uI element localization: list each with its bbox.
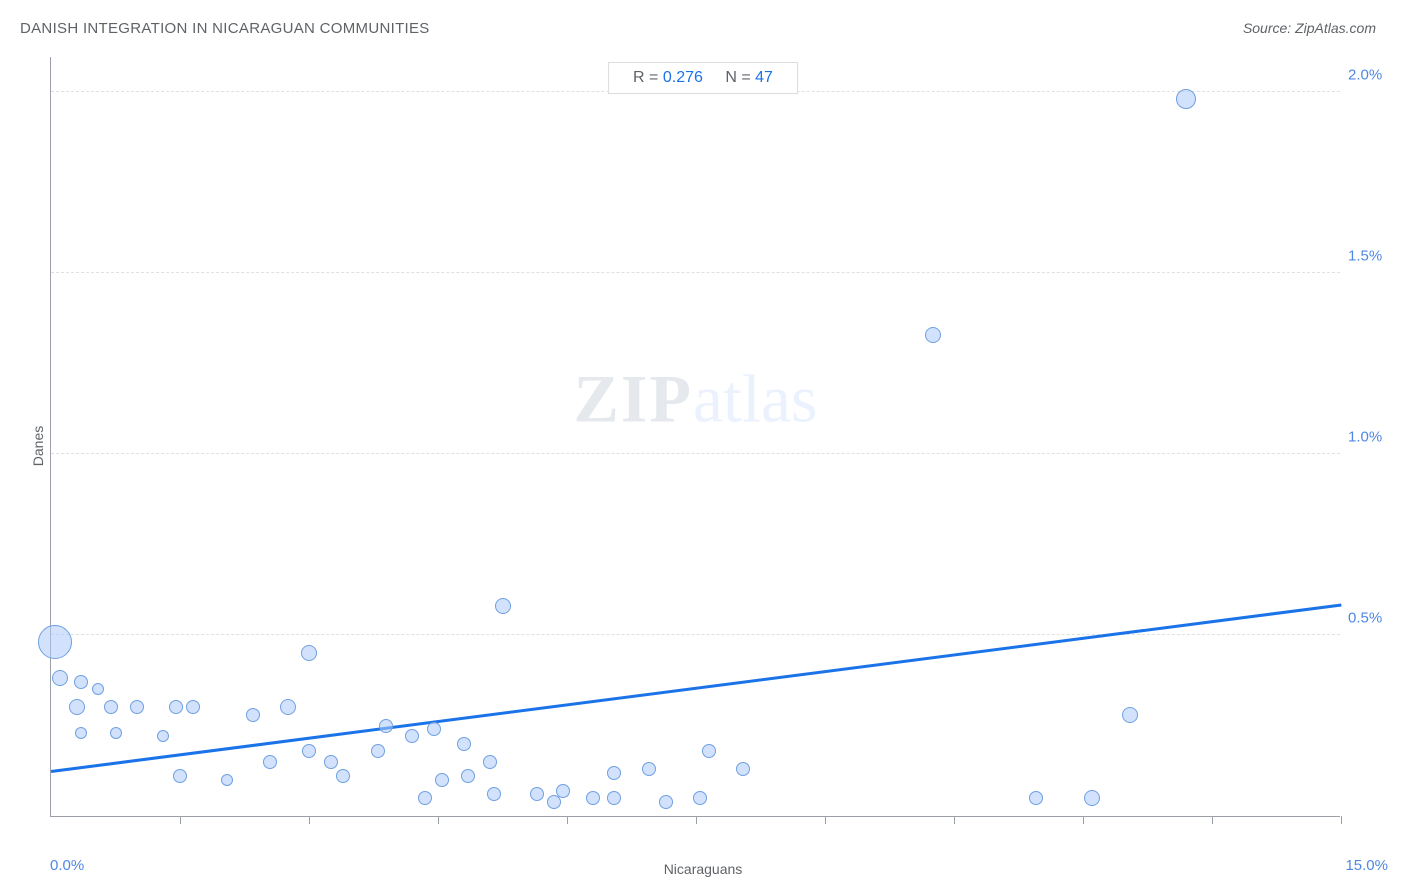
data-point[interactable] [130,700,144,714]
data-point[interactable] [495,598,511,614]
x-tick [180,816,181,824]
data-point[interactable] [586,791,600,805]
gridline-h [51,634,1340,635]
data-point[interactable] [1029,791,1043,805]
data-point[interactable] [1122,707,1138,723]
n-label: N = [725,69,755,86]
stats-box: R = 0.276 N = 47 [608,62,798,94]
x-min-label: 0.0% [50,857,84,874]
regression-line [51,604,1341,773]
data-point[interactable] [702,744,716,758]
data-point[interactable] [336,769,350,783]
data-point[interactable] [405,729,419,743]
data-point[interactable] [659,795,673,809]
data-point[interactable] [1084,790,1100,806]
data-point[interactable] [69,699,85,715]
gridline-h [51,272,1340,273]
data-point[interactable] [173,769,187,783]
x-tick [438,816,439,824]
data-point[interactable] [427,722,441,736]
r-value: 0.276 [663,69,703,86]
data-point[interactable] [104,700,118,714]
data-point[interactable] [301,645,317,661]
data-point[interactable] [379,719,393,733]
data-point[interactable] [246,708,260,722]
data-point[interactable] [263,755,277,769]
x-tick [696,816,697,824]
data-point[interactable] [487,787,501,801]
x-axis-label: Nicaraguans [664,861,743,877]
data-point[interactable] [693,791,707,805]
data-point[interactable] [461,769,475,783]
x-tick [309,816,310,824]
chart-title: DANISH INTEGRATION IN NICARAGUAN COMMUNI… [20,20,430,37]
data-point[interactable] [435,773,449,787]
data-point[interactable] [1176,89,1196,109]
data-point[interactable] [483,755,497,769]
data-point[interactable] [75,727,87,739]
r-label: R = [633,69,663,86]
x-tick [1083,816,1084,824]
y-tick-label: 1.5% [1348,248,1406,265]
source-credit: Source: ZipAtlas.com [1243,20,1376,36]
watermark-atlas: atlas [693,360,818,436]
data-point[interactable] [530,787,544,801]
data-point[interactable] [52,670,68,686]
data-point[interactable] [92,683,104,695]
gridline-h [51,453,1340,454]
data-point[interactable] [280,699,296,715]
x-tick [825,816,826,824]
data-point[interactable] [302,744,316,758]
n-value: 47 [755,69,773,86]
watermark-zip: ZIP [574,360,693,436]
data-point[interactable] [221,774,233,786]
plot-area: ZIPatlas 0.5%1.0%1.5%2.0% [50,57,1340,817]
data-point[interactable] [186,700,200,714]
data-point[interactable] [607,766,621,780]
data-point[interactable] [457,737,471,751]
x-max-label: 15.0% [1345,857,1388,874]
x-tick [954,816,955,824]
x-tick [1212,816,1213,824]
data-point[interactable] [38,625,72,659]
x-tick [567,816,568,824]
y-tick-label: 1.0% [1348,429,1406,446]
data-point[interactable] [556,784,570,798]
watermark: ZIPatlas [574,359,818,438]
data-point[interactable] [418,791,432,805]
data-point[interactable] [74,675,88,689]
data-point[interactable] [371,744,385,758]
data-point[interactable] [925,327,941,343]
data-point[interactable] [607,791,621,805]
data-point[interactable] [110,727,122,739]
y-axis-label: Danes [30,426,46,466]
data-point[interactable] [169,700,183,714]
data-point[interactable] [324,755,338,769]
data-point[interactable] [736,762,750,776]
x-tick [1341,816,1342,824]
data-point[interactable] [642,762,656,776]
y-tick-label: 2.0% [1348,67,1406,84]
chart-container: DANISH INTEGRATION IN NICARAGUAN COMMUNI… [0,0,1406,892]
y-tick-label: 0.5% [1348,610,1406,627]
data-point[interactable] [157,730,169,742]
